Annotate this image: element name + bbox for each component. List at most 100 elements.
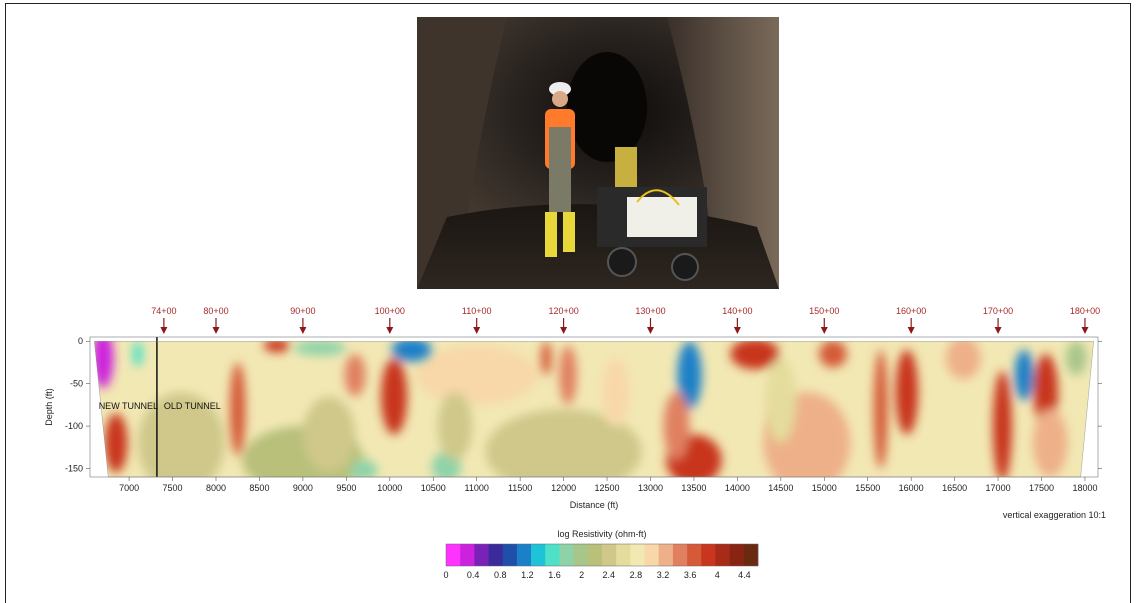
station-arrow-head — [1081, 327, 1089, 334]
colorbar-tick-label: 3.2 — [657, 570, 670, 580]
x-tick-label: 13000 — [638, 483, 663, 493]
colorbar-swatch — [701, 544, 716, 566]
colorbar-swatch — [672, 544, 688, 566]
resistivity-anomaly — [349, 460, 378, 477]
x-tick-label: 7000 — [119, 483, 139, 493]
station-label: 74+00 — [151, 306, 176, 316]
vertical-exaggeration-note: vertical exaggeration 10:1 — [1003, 510, 1106, 520]
x-tick-label: 15000 — [812, 483, 837, 493]
colorbar-swatch — [587, 544, 603, 566]
station-arrow-head — [386, 327, 394, 334]
colorbar-tick-label: 2.4 — [603, 570, 616, 580]
colorbar-swatch — [644, 544, 660, 566]
resistivity-plot-area: NEW TUNNEL OLD TUNNEL — [94, 337, 1094, 478]
station-arrow-head — [473, 327, 481, 334]
colorbar-swatch — [460, 544, 475, 566]
y-axis-label: Depth (ft) — [44, 388, 54, 426]
x-tick-label: 17500 — [1029, 483, 1054, 493]
resistivity-anomaly — [559, 345, 577, 405]
resistivity-anomaly — [344, 353, 366, 397]
colorbar-tick-label: 2.8 — [630, 570, 643, 580]
station-label: 150+00 — [809, 306, 839, 316]
station-arrow-head — [160, 327, 168, 334]
y-tick-label: 0 — [78, 336, 83, 346]
x-tick-label: 9500 — [336, 483, 356, 493]
resistivity-anomaly — [873, 349, 888, 469]
x-tick-label: 18000 — [1072, 483, 1097, 493]
resistivity-band — [137, 392, 225, 477]
resistivity-anomaly — [663, 392, 690, 461]
worker-figure — [545, 82, 575, 257]
station-arrow-head — [212, 327, 220, 334]
resistivity-anomaly — [229, 362, 246, 456]
station-arrow-head — [820, 327, 828, 334]
colorbar-swatch — [729, 544, 745, 566]
resistivity-anomaly — [1032, 409, 1068, 477]
colorbar-swatch — [446, 544, 461, 566]
colorbar-tick-label: 1.2 — [521, 570, 534, 580]
resistivity-anomaly — [1014, 349, 1034, 401]
colorbar-frame — [445, 543, 759, 567]
x-tick-label: 16500 — [942, 483, 967, 493]
resistivity-anomaly — [94, 341, 114, 388]
x-tick-label: 16000 — [899, 483, 924, 493]
station-label: 80+00 — [203, 306, 228, 316]
x-tick-label: 9000 — [293, 483, 313, 493]
resistivity-band — [415, 345, 538, 405]
tunnel-annotation: OLD TUNNEL — [164, 401, 221, 411]
resistivity-anomaly — [132, 341, 144, 367]
colorbar-swatch — [743, 544, 759, 566]
x-tick-label: 10500 — [421, 483, 446, 493]
x-tick-label: 8500 — [249, 483, 269, 493]
y-tick-label: -100 — [65, 421, 83, 431]
station-label: 160+00 — [896, 306, 926, 316]
colorbar-tick-label: 1.6 — [548, 570, 561, 580]
resistivity-band — [485, 409, 642, 477]
x-tick-label: 12500 — [595, 483, 620, 493]
station-arrow-head — [646, 327, 654, 334]
x-tick-label: 15500 — [855, 483, 880, 493]
colorbar-swatch — [531, 544, 546, 566]
x-tick-label: 14500 — [768, 483, 793, 493]
x-tick-label: 12000 — [551, 483, 576, 493]
colorbar-tick-label: 3.6 — [684, 570, 697, 580]
colorbar-swatch — [616, 544, 631, 566]
station-label: 120+00 — [548, 306, 578, 316]
resistivity-anomaly — [601, 358, 630, 427]
station-label: 100+00 — [375, 306, 405, 316]
chart-axes: 7000 7500 8000 8500 9000 9500 10000 10500 11000 1… — [65, 336, 1102, 493]
x-tick-label: 14000 — [725, 483, 750, 493]
x-tick-label: 13500 — [681, 483, 706, 493]
colorbar-swatch — [658, 544, 674, 566]
resistivity-anomaly — [895, 349, 919, 435]
station-label: 110+00 — [462, 306, 492, 316]
tunnel-photo-illustration — [417, 17, 779, 289]
colorbar-tick-label: 0 — [443, 570, 448, 580]
colorbar-swatch — [573, 544, 589, 566]
resistivity-anomaly — [437, 392, 473, 461]
station-label: 130+00 — [635, 306, 665, 316]
colorbar-swatch — [559, 544, 574, 566]
colorbar: 0 0.4 0.8 1.2 1.6 2 2.4 2.8 3.2 3.6 4 4.4 — [443, 543, 759, 580]
resistivity-anomaly — [765, 358, 797, 444]
resistivity-anomaly — [945, 341, 981, 380]
resistivity-anomaly — [302, 396, 356, 473]
colorbar-tick-label: 2 — [579, 570, 584, 580]
colorbar-swatch — [474, 544, 489, 566]
x-tick-label: 11000 — [465, 483, 489, 493]
colorbar-swatch — [630, 544, 645, 566]
colorbar-label: log Resistivity (ohm-ft) — [557, 529, 646, 539]
x-tick-label: 10000 — [377, 483, 402, 493]
station-arrow-head — [733, 327, 741, 334]
colorbar-tick-label: 4 — [715, 570, 720, 580]
x-tick-label: 17000 — [986, 483, 1011, 493]
resistivity-anomaly — [677, 341, 702, 410]
tunnel-photo — [417, 17, 779, 289]
resistivity-anomaly — [730, 341, 780, 370]
colorbar-swatch — [687, 544, 702, 566]
colorbar-swatch — [602, 544, 617, 566]
resistivity-anomaly — [391, 341, 432, 362]
station-label: 90+00 — [290, 306, 315, 316]
colorbar-swatch — [502, 544, 518, 566]
